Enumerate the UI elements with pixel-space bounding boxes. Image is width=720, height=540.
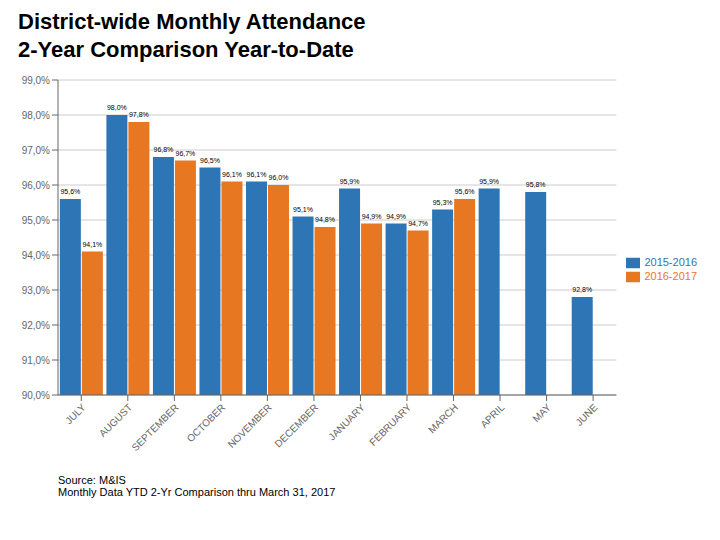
html-text:2015-2016: 2015-2016 [644,255,697,268]
svg-text:DECEMBER: DECEMBER [273,402,321,450]
svg-text:95,0%: 95,0% [22,215,50,226]
svg-text:JULY: JULY [63,401,88,426]
svg-text:JANUARY: JANUARY [326,401,367,442]
svg-text:95,6%: 95,6% [60,188,80,195]
svg-text:95,3%: 95,3% [433,199,453,206]
svg-text:94,8%: 94,8% [315,216,335,223]
svg-text:97,8%: 97,8% [129,111,149,118]
svg-text:96,5%: 96,5% [200,157,220,164]
svg-text:95,9%: 95,9% [479,178,499,185]
svg-text:97,0%: 97,0% [22,145,50,156]
svg-text:94,7%: 94,7% [408,220,428,227]
svg-text:90,0%: 90,0% [22,390,50,401]
svg-text:93,0%: 93,0% [22,285,50,296]
svg-text:96,0%: 96,0% [22,180,50,191]
svg-text:NOVEMBER: NOVEMBER [226,402,274,450]
svg-text:95,8%: 95,8% [526,181,546,188]
svg-text:96,1%: 96,1% [247,171,267,178]
svg-text:MARCH: MARCH [426,402,460,436]
svg-text:OCTOBER: OCTOBER [185,402,228,445]
svg-text:95,9%: 95,9% [340,178,360,185]
svg-text:92,0%: 92,0% [22,320,50,331]
svg-text:94,9%: 94,9% [386,213,406,220]
svg-text:95,6%: 95,6% [455,188,475,195]
svg-text:JUNE: JUNE [573,401,599,427]
svg-text:94,1%: 94,1% [82,241,102,248]
svg-text:AUGUST: AUGUST [97,402,134,439]
html-text:District-wide Monthly Attendan: District-wide Monthly Attendance [18,9,366,34]
html-text:2-Year Comparison Year-to-Date: 2-Year Comparison Year-to-Date [18,37,354,62]
svg-text:98,0%: 98,0% [107,104,127,111]
svg-text:96,1%: 96,1% [222,171,242,178]
svg-text:92,8%: 92,8% [572,286,592,293]
svg-text:94,0%: 94,0% [22,250,50,261]
html-text:2016-2017: 2016-2017 [644,270,697,282]
html-text:Monthly Data YTD 2-Yr Comparis: Monthly Data YTD 2-Yr Comparison thru Ma… [58,486,336,498]
svg-text:SEPTEMBER: SEPTEMBER [129,402,180,453]
svg-text:APRIL: APRIL [478,401,507,430]
svg-text:94,9%: 94,9% [362,213,382,220]
svg-text:98,0%: 98,0% [22,110,50,121]
svg-text:FEBRUARY: FEBRUARY [367,401,413,447]
svg-text:99,0%: 99,0% [22,75,50,86]
svg-text:91,0%: 91,0% [22,355,50,366]
svg-text:96,0%: 96,0% [269,174,289,181]
svg-text:95,1%: 95,1% [293,206,313,213]
svg-text:96,7%: 96,7% [175,150,195,157]
html-text:Source: M&IS: Source: M&IS [58,474,126,486]
svg-text:MAY: MAY [530,401,553,424]
svg-text:96,8%: 96,8% [153,146,173,153]
